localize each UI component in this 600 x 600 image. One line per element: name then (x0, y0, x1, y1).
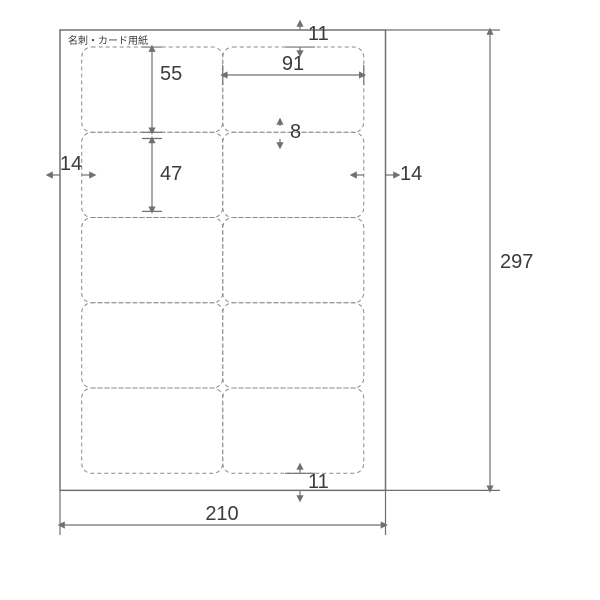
label-margin-right: 14 (400, 163, 422, 185)
label-margin-left: 14 (60, 153, 82, 175)
label-gap: 8 (290, 121, 301, 143)
sheet-title: 名刺・カード用紙 (68, 34, 148, 47)
label-inner-row: 47 (160, 163, 182, 185)
dim-sheet-height (386, 30, 501, 490)
label-margin-bottom: 11 (308, 471, 329, 493)
label-card-height: 55 (160, 63, 182, 85)
template-diagram: 名刺・カード用紙 210 297 11 11 14 14 (0, 0, 600, 600)
label-card-width: 91 (282, 53, 304, 75)
label-sheet-width: 210 (205, 503, 238, 525)
label-sheet-height: 297 (500, 251, 533, 273)
label-margin-top: 11 (308, 23, 329, 45)
